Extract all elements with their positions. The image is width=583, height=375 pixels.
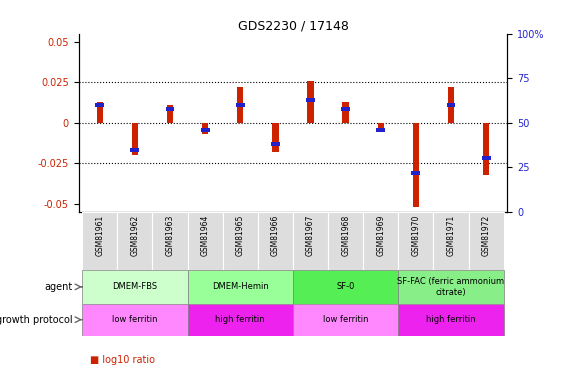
Text: GSM81969: GSM81969 (376, 215, 385, 256)
Bar (363, 212, 398, 270)
Bar (167, 105, 173, 123)
Bar (82, 212, 117, 270)
Bar (378, 123, 384, 131)
Text: GSM81967: GSM81967 (306, 215, 315, 256)
Bar (433, 212, 469, 270)
Bar (307, 81, 314, 123)
Bar (342, 102, 349, 123)
Bar (188, 304, 293, 336)
Text: SF-FAC (ferric ammonium
citrate): SF-FAC (ferric ammonium citrate) (398, 277, 504, 297)
Text: GSM81970: GSM81970 (412, 215, 420, 256)
Text: low ferritin: low ferritin (323, 315, 368, 324)
Bar (482, 156, 490, 160)
Text: ■ log10 ratio: ■ log10 ratio (90, 355, 155, 365)
Bar (237, 87, 244, 123)
Text: growth protocol: growth protocol (0, 315, 73, 325)
Bar (306, 98, 315, 102)
Bar (82, 304, 188, 336)
Bar (483, 123, 489, 175)
Bar (223, 212, 258, 270)
Text: GSM81966: GSM81966 (271, 215, 280, 256)
Bar (328, 212, 363, 270)
Bar (202, 123, 208, 134)
Bar (398, 304, 504, 336)
Bar (96, 103, 104, 107)
Bar (82, 270, 188, 304)
Bar (412, 171, 420, 175)
Text: SF-0: SF-0 (336, 282, 355, 291)
Bar (132, 123, 138, 155)
Text: GSM81961: GSM81961 (95, 215, 104, 256)
Bar (131, 147, 139, 152)
Text: DMEM-FBS: DMEM-FBS (113, 282, 157, 291)
Bar (447, 103, 455, 107)
Bar (293, 304, 398, 336)
Text: high ferritin: high ferritin (426, 315, 476, 324)
Text: low ferritin: low ferritin (112, 315, 157, 324)
Bar (469, 212, 504, 270)
Bar (166, 106, 174, 111)
Text: GSM81963: GSM81963 (166, 215, 174, 256)
Text: GSM81964: GSM81964 (201, 215, 210, 256)
Bar (97, 102, 103, 123)
Bar (258, 212, 293, 270)
Bar (341, 106, 350, 111)
Bar (293, 270, 398, 304)
Bar (413, 123, 419, 207)
Text: agent: agent (45, 282, 73, 292)
Text: GSM81971: GSM81971 (447, 215, 455, 256)
Bar (117, 212, 153, 270)
Bar (236, 103, 245, 107)
Text: GSM81972: GSM81972 (482, 215, 491, 256)
Bar (271, 142, 280, 146)
Bar (398, 212, 433, 270)
Bar (153, 212, 188, 270)
Bar (188, 212, 223, 270)
Bar (201, 128, 209, 132)
Bar (448, 87, 454, 123)
Title: GDS2230 / 17148: GDS2230 / 17148 (237, 20, 349, 33)
Bar (293, 212, 328, 270)
Bar (377, 128, 385, 132)
Text: DMEM-Hemin: DMEM-Hemin (212, 282, 269, 291)
Bar (188, 270, 293, 304)
Text: GSM81968: GSM81968 (341, 215, 350, 256)
Text: high ferritin: high ferritin (216, 315, 265, 324)
Text: GSM81965: GSM81965 (236, 215, 245, 256)
Text: GSM81962: GSM81962 (131, 215, 139, 256)
Bar (398, 270, 504, 304)
Bar (272, 123, 279, 152)
